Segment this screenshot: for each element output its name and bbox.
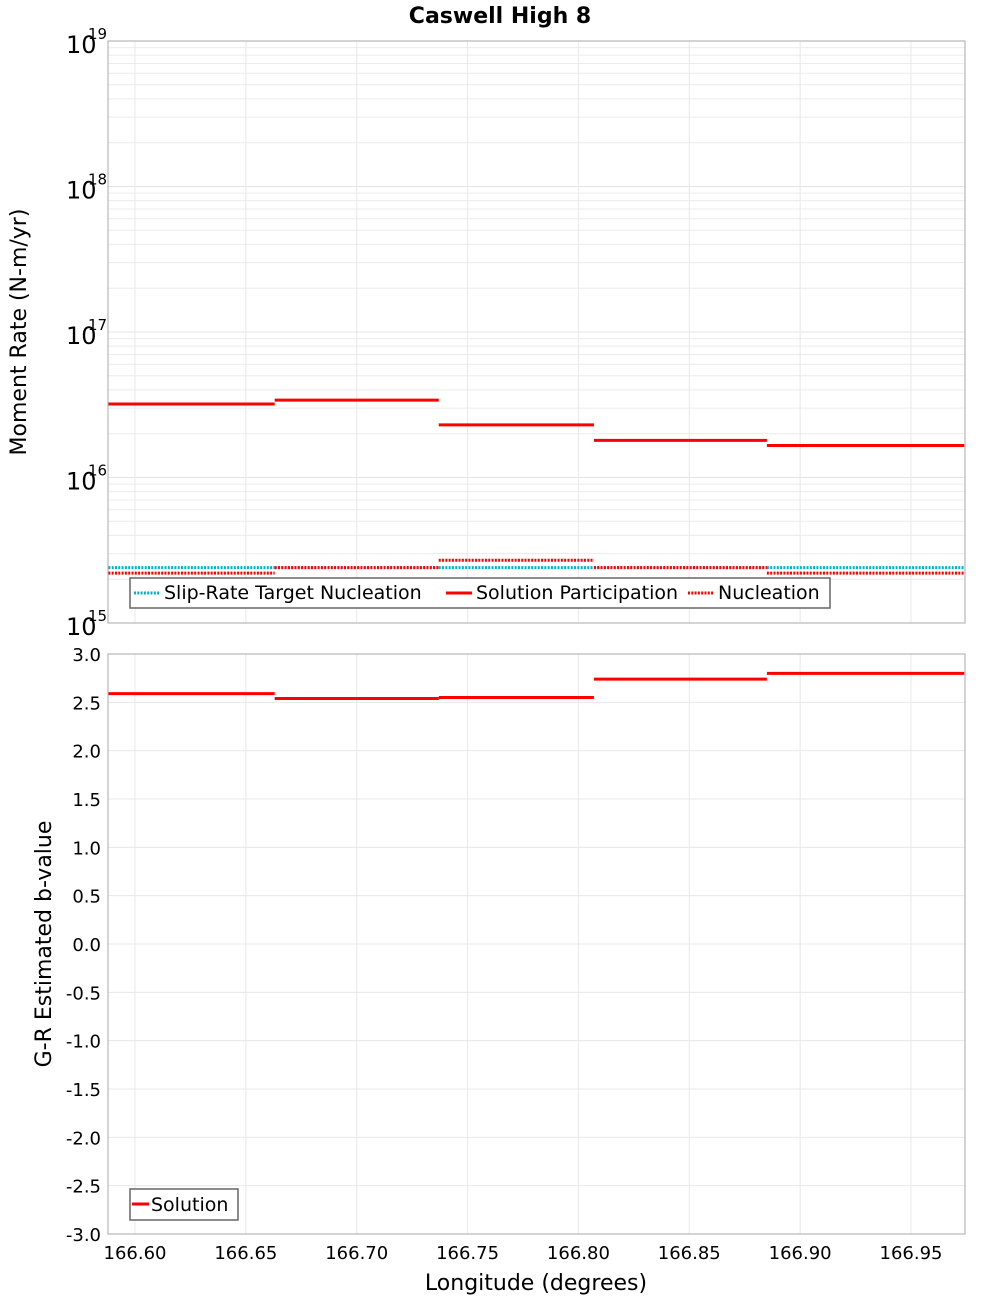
y-tick-exponent: 17: [88, 316, 107, 334]
x-tick-label: 166.90: [769, 1243, 832, 1264]
x-tick-label: 166.85: [658, 1243, 721, 1264]
y-tick-label: -3.0: [66, 1225, 101, 1246]
gridlines: [108, 41, 965, 624]
y-tick-exponent: 16: [88, 462, 107, 480]
x-axis-ticks: 166.60 166.65 166.70 166.75 166.80 166.85 166.…: [104, 1243, 943, 1264]
y-tick-label: 10: [66, 31, 97, 59]
y-axis-label: Moment Rate (N-m/yr): [7, 209, 32, 456]
y-tick-label: -0.5: [66, 983, 101, 1004]
y-axis-ticks: 3.0 2.5 2.0 1.5 1.0 0.5 0.0 -0.5 -1.0 -1.5 -2.0 -2.…: [66, 645, 101, 1246]
b-value-plot: 3.0 2.5 2.0 1.5 1.0 0.5 0.0 -0.5 -1.0 -1.5 -2.0 -2.…: [32, 645, 966, 1296]
plot-frame: [107, 653, 966, 1235]
legend-label: Nucleation: [718, 582, 820, 604]
x-tick-label: 166.60: [104, 1243, 167, 1264]
y-tick-label: -2.5: [66, 1177, 101, 1198]
y-axis-label: G-R Estimated b-value: [32, 821, 57, 1068]
y-tick-label: -1.0: [66, 1032, 101, 1053]
y-tick-label: -1.5: [66, 1080, 101, 1101]
y-tick-label: 1.0: [72, 838, 101, 859]
y-tick-label: 10: [66, 613, 97, 641]
y-tick-label: 0.5: [72, 887, 101, 908]
legend: Slip-Rate Target Nucleation Solution Part…: [129, 577, 831, 609]
y-tick-exponent: 15: [88, 607, 107, 625]
y-tick-label: 10: [66, 468, 97, 496]
y-tick-label: 10: [66, 322, 97, 350]
y-tick-label: 3.0: [72, 645, 101, 666]
y-tick-exponent: 18: [88, 171, 107, 189]
x-tick-label: 166.70: [325, 1243, 388, 1264]
y-tick-label: 0.0: [72, 935, 101, 956]
y-tick-label: 2.0: [72, 742, 101, 763]
x-tick-label: 166.80: [547, 1243, 610, 1264]
x-tick-label: 166.95: [880, 1243, 943, 1264]
series-lines: [108, 398, 965, 575]
x-tick-label: 166.75: [436, 1243, 499, 1264]
x-axis-label: Longitude (degrees): [425, 1271, 647, 1296]
y-tick-exponent: 19: [88, 25, 107, 43]
y-tick-label: 2.5: [72, 693, 101, 714]
plot-frame: [107, 40, 966, 624]
legend-label: Slip-Rate Target Nucleation: [164, 582, 422, 604]
chart-title: Caswell High 8: [409, 4, 591, 29]
legend-label: Solution Participation: [476, 582, 678, 604]
x-tick-label: 166.65: [214, 1243, 277, 1264]
y-tick-label: 1.5: [72, 790, 101, 811]
legend: Solution: [129, 1188, 239, 1221]
legend-box: [129, 577, 831, 609]
y-tick-label: -2.0: [66, 1128, 101, 1149]
legend-label: Solution: [151, 1194, 228, 1216]
series-lines: [108, 671, 965, 700]
y-tick-label: 10: [66, 177, 97, 205]
